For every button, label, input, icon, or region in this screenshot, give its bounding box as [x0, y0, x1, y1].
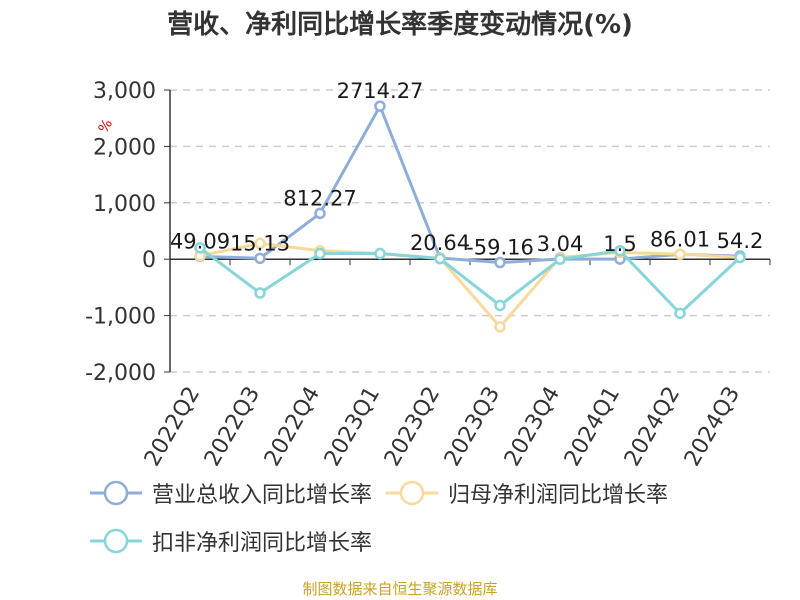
data-label: 1.5 — [603, 232, 636, 256]
data-point — [374, 100, 386, 112]
data-label: 15.13 — [230, 231, 290, 255]
x-tick-label: 2024Q3 — [680, 383, 745, 471]
x-tick-label: 2023Q4 — [500, 383, 565, 471]
legend: 营业总收入同比增长率 归母净利润同比增长率扣非净利润同比增长率 — [90, 478, 790, 556]
data-point — [254, 287, 266, 299]
legend-label: 归母净利润同比增长率 — [448, 483, 669, 508]
data-point — [194, 242, 206, 254]
series-line — [199, 246, 742, 315]
data-point — [554, 253, 566, 265]
data-point — [494, 299, 506, 312]
series-line — [199, 104, 741, 265]
y-tick-label: -1,000 — [85, 305, 156, 330]
legend-swatch-icon — [386, 480, 439, 506]
legend-swatch-marker — [103, 528, 129, 554]
x-tick-labels: 2022Q22022Q32022Q42023Q12023Q22023Q32023… — [140, 383, 745, 471]
legend-item[interactable]: 归母净利润同比增长率 — [386, 478, 668, 508]
source-note: 制图数据来自恒生聚源数据库 — [302, 580, 498, 598]
legend-swatch-icon — [90, 528, 142, 554]
x-tick-label: 2024Q2 — [620, 383, 685, 471]
y-tick-labels: -2,000 -1,000 0 1,000 2,000 3,000 — [85, 79, 156, 386]
legend-swatch-icon — [90, 480, 142, 506]
x-tick-label: 2023Q3 — [440, 383, 505, 471]
data-point — [614, 244, 626, 257]
data-label: 20.64 — [410, 231, 470, 255]
data-point — [314, 247, 326, 260]
y-tick-label: 3,000 — [93, 79, 156, 104]
data-point — [494, 256, 506, 269]
legend-swatch-marker — [103, 480, 129, 506]
data-label: 3.04 — [537, 232, 584, 256]
x-tick-label: 2023Q2 — [380, 383, 445, 471]
data-label: 49.09 — [170, 229, 230, 253]
data-label: 54.2 — [717, 229, 764, 253]
chart-title: 营收、净利同比增长率季度变动情况(%) — [167, 10, 633, 40]
data-label: 812.27 — [283, 186, 356, 210]
data-label: 2714.27 — [337, 79, 424, 103]
legend-label: 营业总收入同比增长率 — [152, 483, 373, 508]
data-point — [734, 251, 746, 264]
data-label: 86.01 — [650, 227, 710, 251]
data-label: -59.16 — [466, 236, 534, 260]
data-point — [434, 252, 446, 265]
legend-item[interactable]: 扣非净利润同比增长率 — [90, 526, 776, 556]
x-tick-label: 2022Q3 — [200, 383, 265, 471]
series-lines — [194, 100, 746, 333]
data-labels: 49.09 15.13 812.27 2714.27 20.64-59.16 3.04 1.… — [170, 79, 763, 259]
data-point — [254, 252, 266, 265]
x-tick-label: 2023Q1 — [320, 383, 385, 471]
data-point — [254, 237, 266, 250]
y-tick-label: -2,000 — [85, 361, 156, 386]
series-line — [199, 241, 741, 329]
legend-swatch-marker — [399, 480, 425, 506]
x-tick-label: 2022Q2 — [140, 383, 205, 471]
data-point — [314, 207, 326, 220]
data-point — [674, 248, 686, 260]
y-tick-label: 2,000 — [93, 135, 156, 160]
x-tick-label: 2022Q4 — [260, 383, 325, 471]
y-axis-unit-label: % — [96, 116, 117, 136]
legend-item[interactable]: 营业总收入同比增长率 — [90, 478, 372, 508]
y-tick-label: 0 — [142, 248, 156, 273]
data-point — [374, 247, 386, 260]
data-point — [494, 321, 506, 333]
x-tick-label: 2024Q1 — [560, 383, 625, 471]
y-tick-label: 1,000 — [93, 192, 156, 217]
legend-label: 扣非净利润同比增长率 — [152, 531, 373, 556]
data-point — [674, 307, 686, 320]
